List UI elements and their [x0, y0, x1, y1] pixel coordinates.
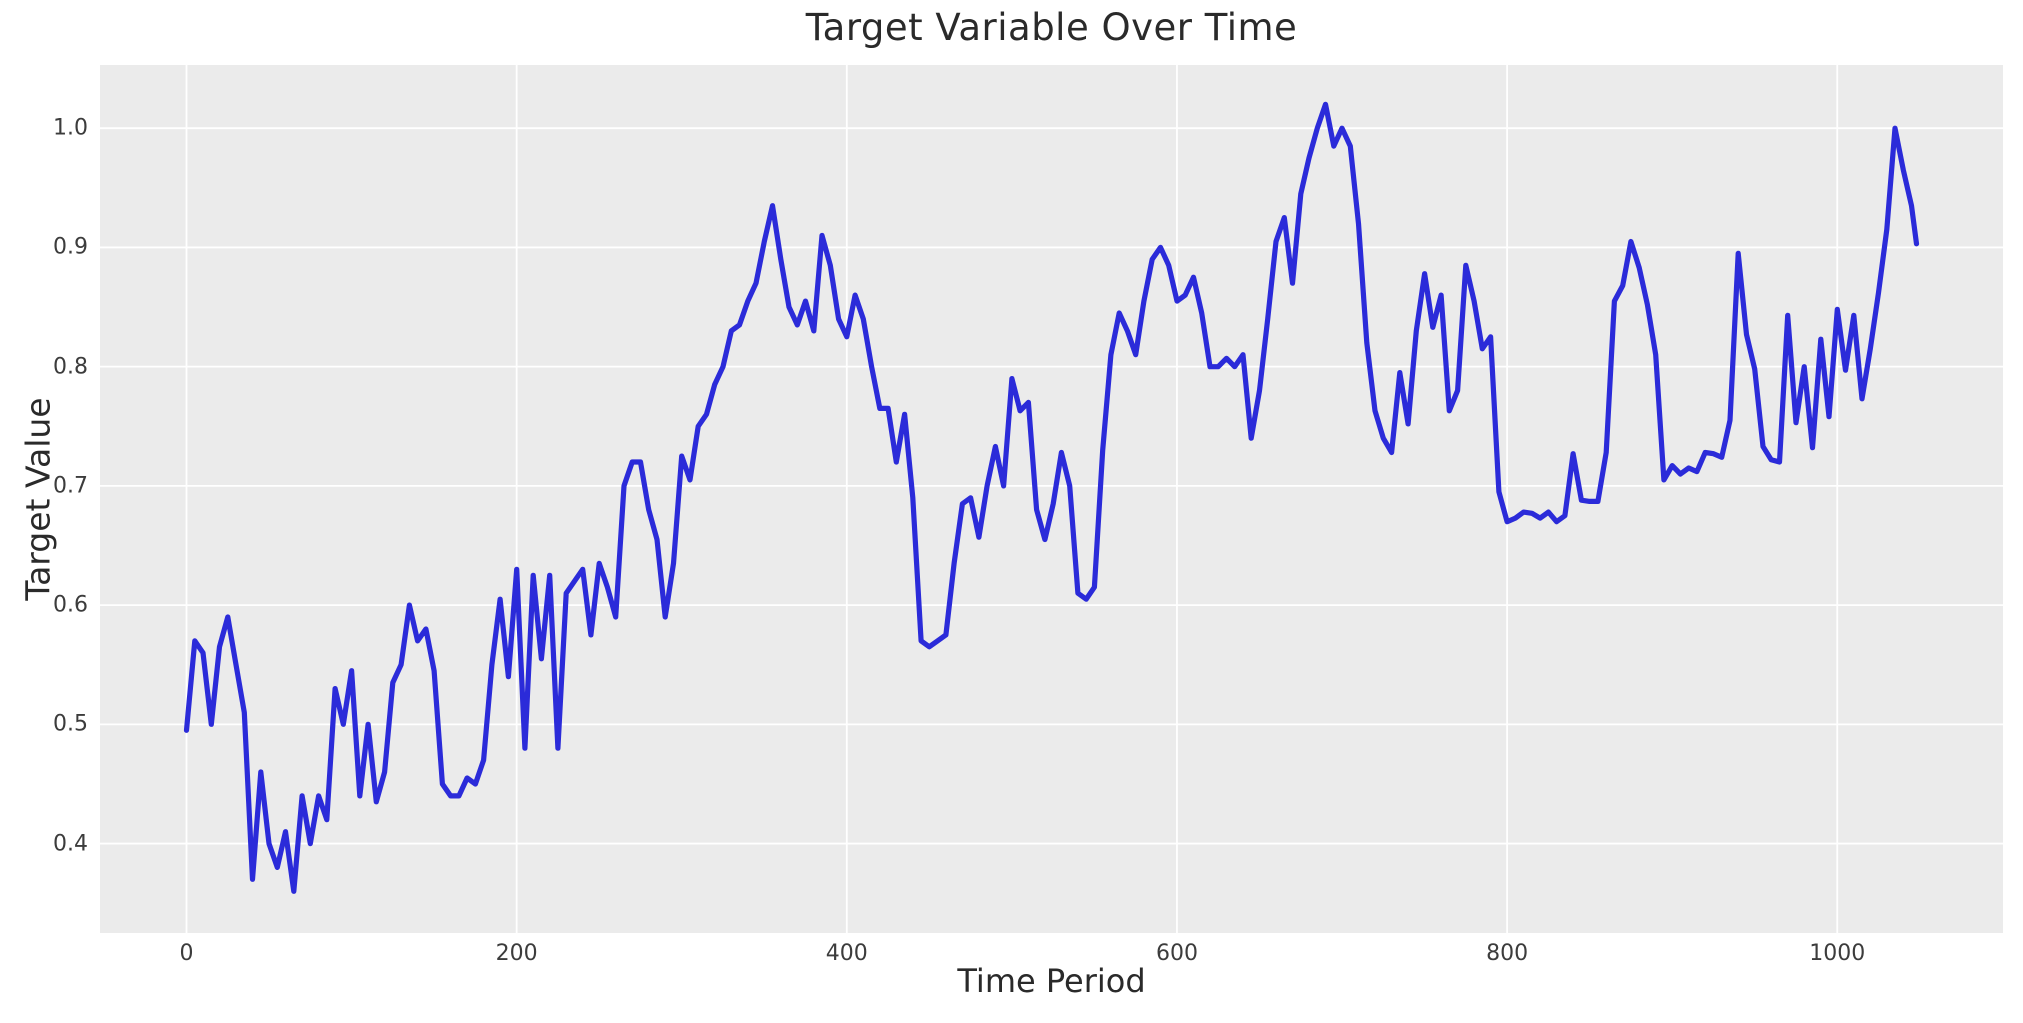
y-tick-label: 0.8 — [53, 354, 88, 380]
y-axis-label: Target Value — [18, 397, 58, 601]
gridlines — [100, 65, 2003, 933]
x-tick-label: 600 — [1155, 941, 1198, 966]
y-tick-label: 0.5 — [53, 711, 88, 737]
x-tick-label: 400 — [825, 941, 868, 966]
x-axis-label: Time Period — [957, 962, 1146, 1000]
y-tick-label: 1.0 — [53, 115, 88, 141]
x-tick-label: 800 — [1486, 941, 1529, 966]
y-tick-label: 0.4 — [53, 831, 88, 857]
x-tick-label: 0 — [179, 941, 194, 966]
line-chart-svg — [100, 65, 2003, 933]
x-tick-label: 1000 — [1809, 941, 1866, 966]
plot-area — [100, 65, 2003, 933]
target-series-line — [183, 101, 1920, 894]
x-tick-label: 200 — [495, 941, 538, 966]
chart-title: Target Variable Over Time — [805, 6, 1298, 49]
y-tick-label: 0.7 — [53, 473, 88, 499]
y-tick-label: 0.6 — [53, 592, 88, 618]
y-tick-label: 0.9 — [53, 234, 88, 260]
